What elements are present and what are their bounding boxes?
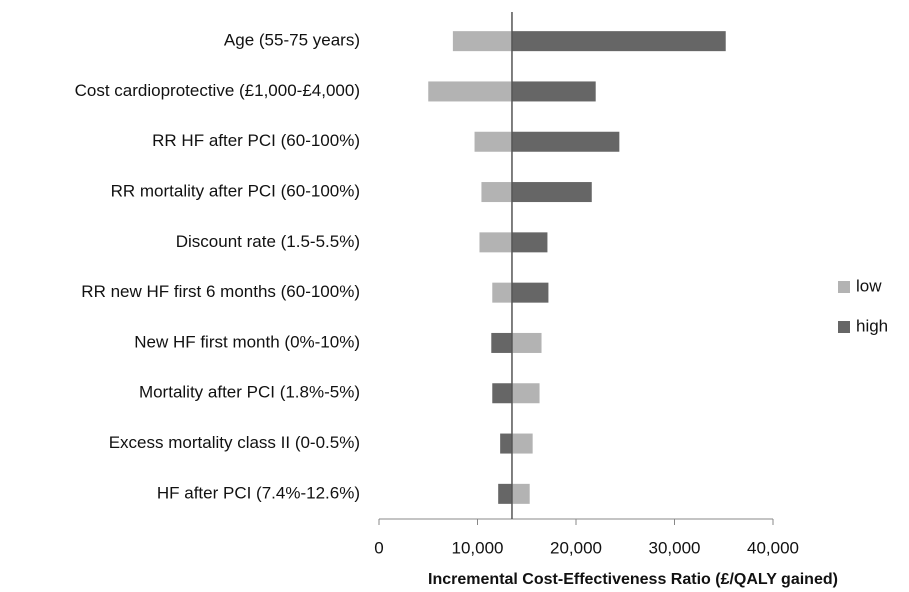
x-tick-label: 0 xyxy=(374,538,383,557)
x-axis-title: Incremental Cost-Effectiveness Ratio (£/… xyxy=(428,571,838,588)
bar xyxy=(492,282,512,303)
legend-label: low xyxy=(856,276,882,295)
bar xyxy=(428,81,512,102)
y-tick-label: RR HF after PCI (60-100%) xyxy=(152,131,360,150)
y-tick-label: New HF first month (0%-10%) xyxy=(134,332,360,351)
x-tick-label: 20,000 xyxy=(550,538,602,557)
bar xyxy=(511,483,530,504)
bar xyxy=(500,433,512,454)
bar xyxy=(511,232,548,253)
bar xyxy=(511,131,620,152)
bar xyxy=(511,182,592,203)
legend-swatch xyxy=(838,321,850,333)
bar xyxy=(511,332,542,353)
y-tick-label: Cost cardioprotective (£1,000-£4,000) xyxy=(75,81,360,100)
legend-swatch xyxy=(838,281,850,293)
y-tick-label: RR new HF first 6 months (60-100%) xyxy=(81,282,360,301)
x-tick-label: 30,000 xyxy=(649,538,701,557)
y-tick-label: RR mortality after PCI (60-100%) xyxy=(111,182,360,201)
bar xyxy=(498,483,512,504)
y-tick-label: Discount rate (1.5-5.5%) xyxy=(176,232,360,251)
bar xyxy=(481,182,512,203)
bar xyxy=(511,383,540,404)
bar xyxy=(511,433,533,454)
y-tick-label: Mortality after PCI (1.8%-5%) xyxy=(139,383,360,402)
y-tick-label: Age (55-75 years) xyxy=(224,31,360,50)
y-tick-label: HF after PCI (7.4%-12.6%) xyxy=(157,483,360,502)
legend-label: high xyxy=(856,316,888,335)
bar xyxy=(491,332,512,353)
x-tick-label: 10,000 xyxy=(452,538,504,557)
x-tick-label: 40,000 xyxy=(747,538,799,557)
bar xyxy=(452,31,512,52)
bar xyxy=(511,31,726,52)
bar xyxy=(479,232,512,253)
bar xyxy=(492,383,512,404)
bar xyxy=(511,81,596,102)
bar xyxy=(511,282,549,303)
y-tick-label: Excess mortality class II (0-0.5%) xyxy=(109,433,360,452)
bar xyxy=(474,131,512,152)
